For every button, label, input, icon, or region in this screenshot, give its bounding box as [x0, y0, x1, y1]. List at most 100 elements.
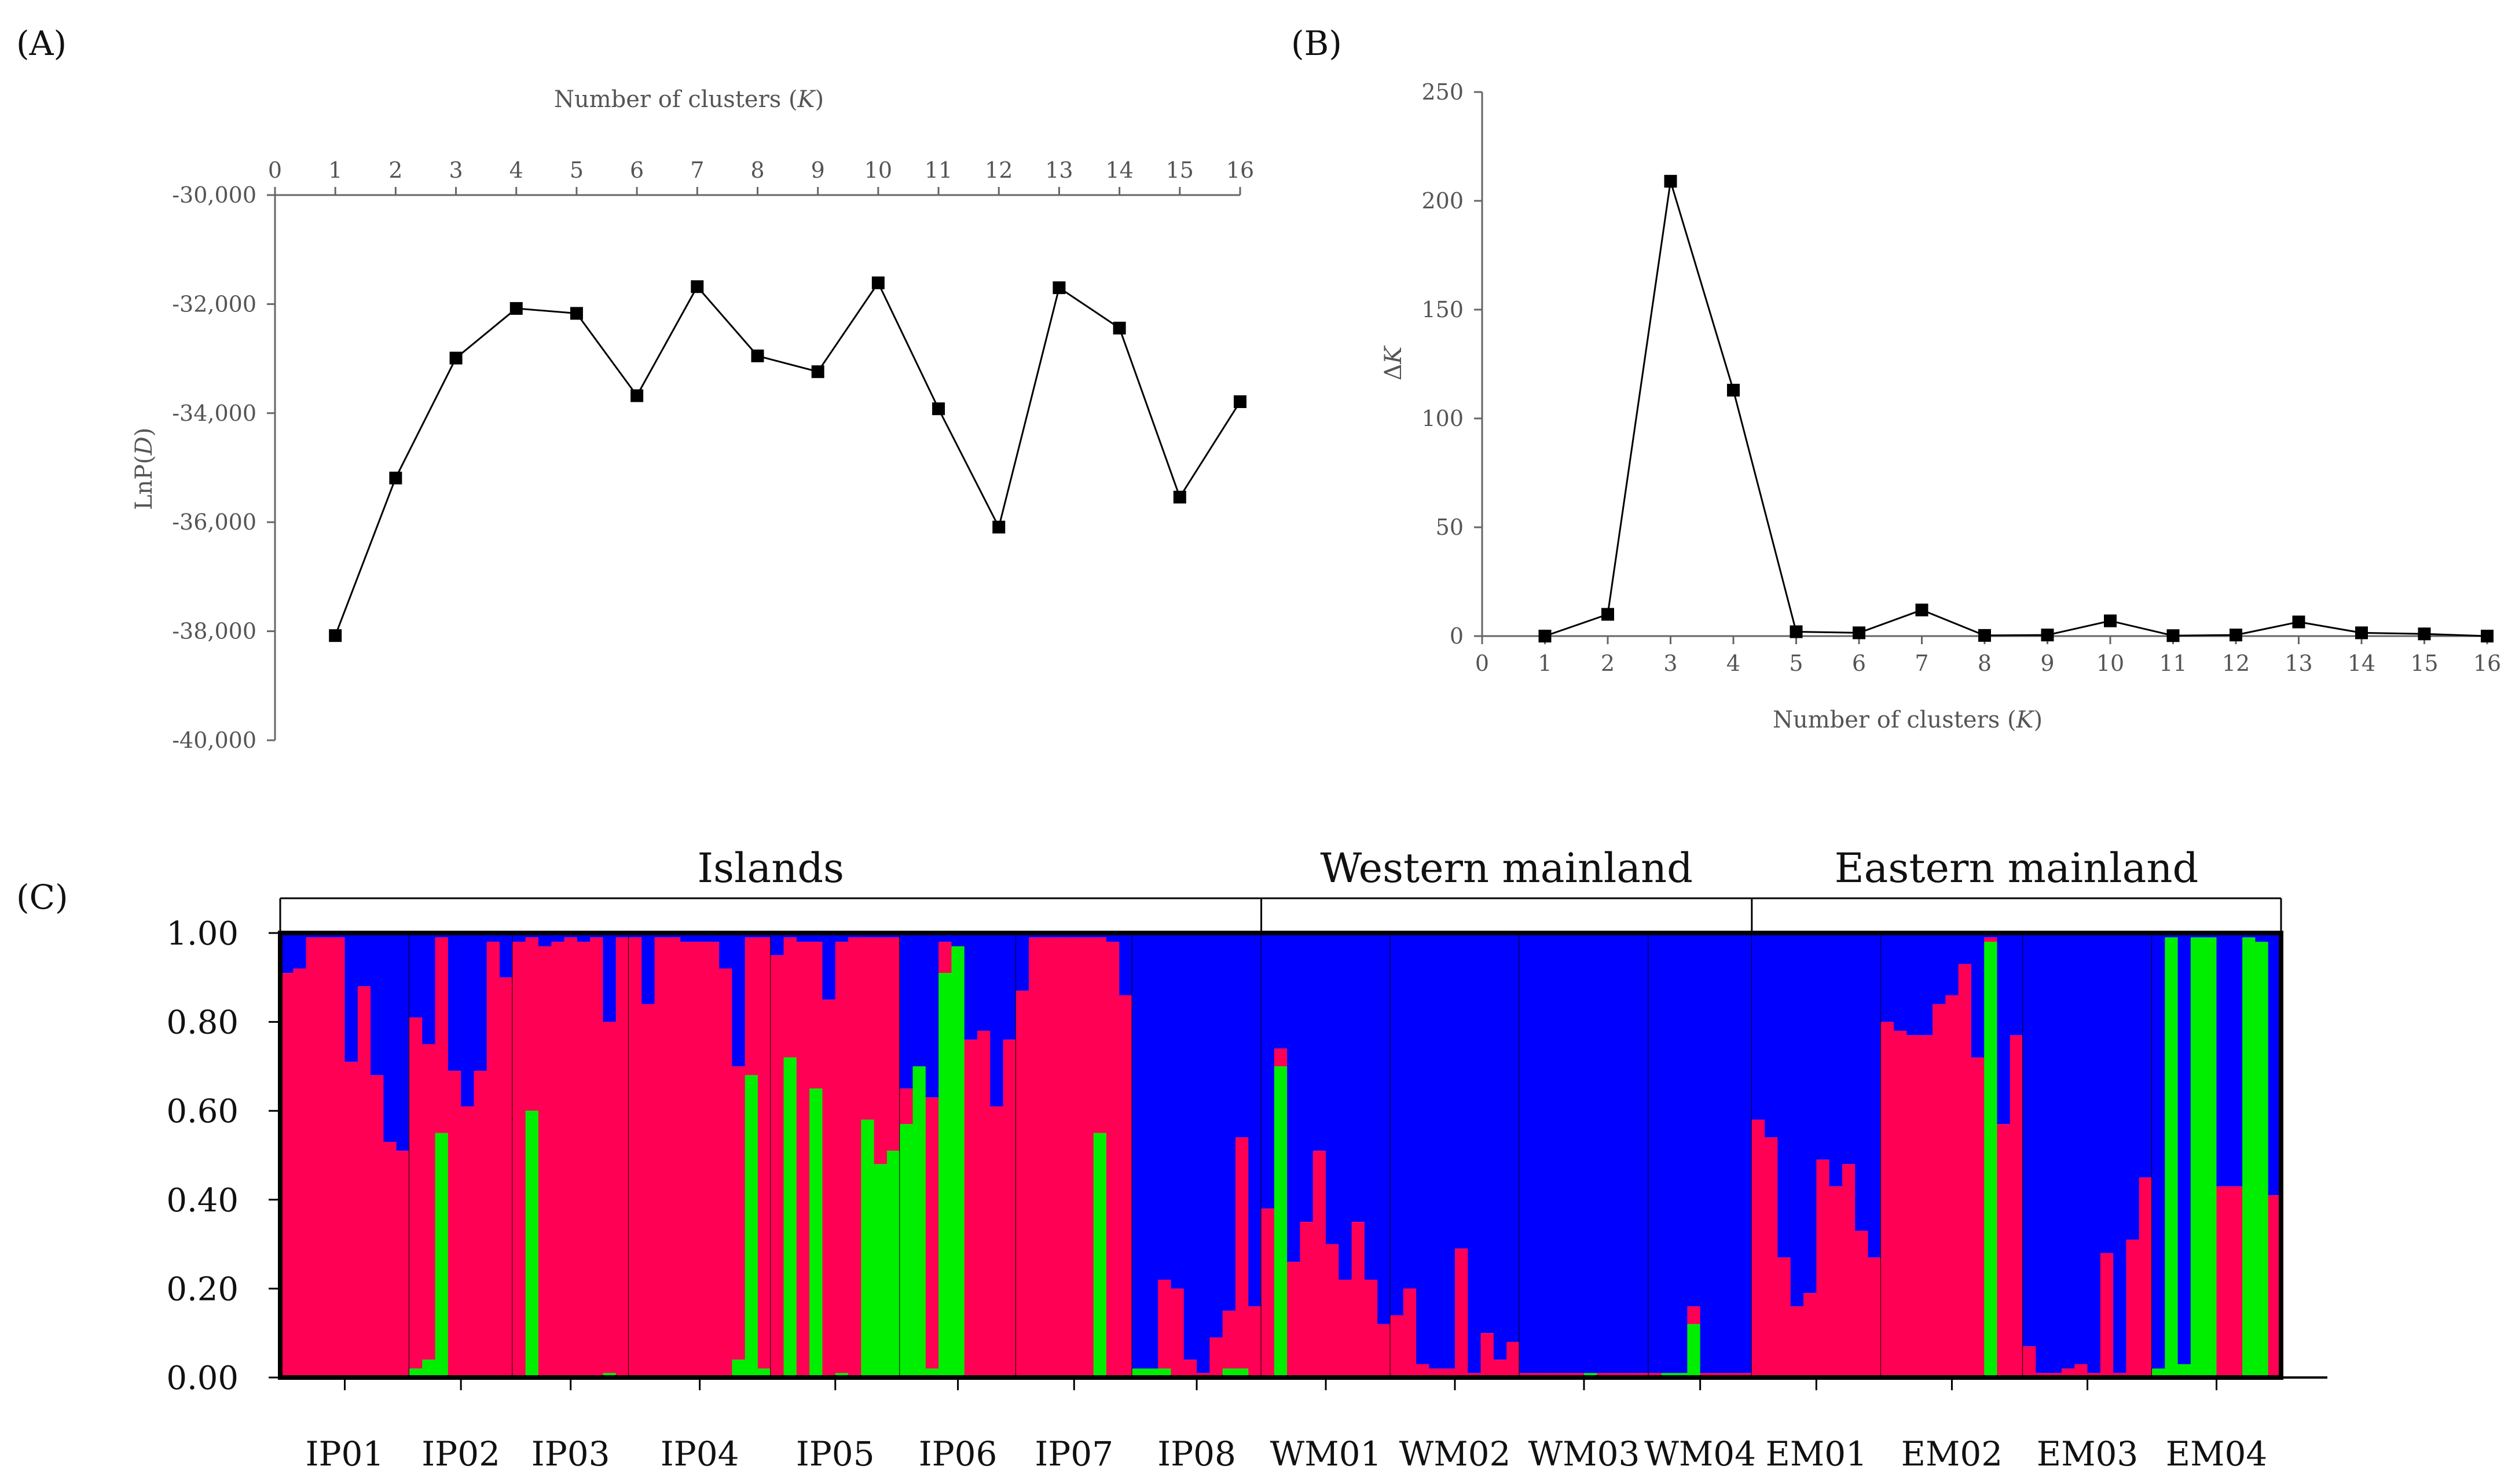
structure-y-tick-label: 0.00	[166, 1360, 239, 1397]
structure-bar-pink	[886, 937, 900, 1151]
structure-bar-blue	[1326, 933, 1339, 1244]
panel-b-data-point	[1538, 630, 1552, 642]
structure-bar-blue	[900, 933, 914, 1089]
panel-a-x-tick-label: 0	[268, 157, 282, 183]
structure-bar-blue	[925, 933, 939, 1098]
panel-a-data-point	[1173, 490, 1186, 504]
population-label: IP01	[306, 1434, 384, 1474]
structure-bar-blue	[538, 933, 552, 947]
structure-bar-blue	[280, 933, 294, 974]
structure-bar-pink	[2139, 1177, 2153, 1378]
structure-bar-pink	[1765, 1137, 1779, 1378]
structure-bar-blue	[1583, 933, 1597, 1373]
population-label: IP08	[1157, 1434, 1236, 1474]
structure-bar-blue	[1377, 933, 1391, 1324]
panel-a-y-tick-label: -30,000	[172, 182, 256, 208]
structure-bar-blue	[1287, 933, 1301, 1262]
structure-bar-blue	[719, 933, 732, 969]
structure-bar-pink	[1687, 1306, 1701, 1324]
structure-bar-blue	[1571, 933, 1585, 1373]
structure-bar-blue	[1274, 933, 1288, 1049]
population-label: WM02	[1399, 1434, 1511, 1474]
structure-bar-blue	[1777, 933, 1791, 1258]
region-label: Islands	[698, 844, 845, 892]
structure-bar-blue	[1403, 933, 1417, 1289]
structure-bar-pink	[293, 968, 307, 1378]
structure-bar-blue	[396, 933, 410, 1151]
structure-bar-pink	[2100, 1252, 2114, 1378]
panel-a-data-point	[1234, 395, 1246, 409]
structure-bar-green	[732, 1360, 746, 1378]
structure-bar-pink	[1997, 1124, 2011, 1378]
structure-bar-blue	[641, 933, 655, 1004]
structure-bar-pink	[1339, 1280, 1352, 1378]
structure-bar-blue	[1416, 933, 1430, 1364]
structure-bar-green	[861, 1119, 875, 1378]
structure-bar-pink	[1054, 937, 1068, 1378]
panel-a-x-tick-label: 10	[864, 157, 892, 183]
structure-bar-blue	[1687, 933, 1701, 1307]
structure-bar-blue	[1609, 933, 1623, 1373]
structure-bar-pink	[590, 937, 604, 1378]
panel-b-data-point	[2418, 627, 2431, 641]
structure-bar-blue	[422, 933, 436, 1044]
structure-bar-pink	[448, 1071, 461, 1378]
structure-bar-pink	[1493, 1360, 1507, 1378]
structure-bar-pink	[1274, 1048, 1288, 1067]
structure-bar-pink	[2229, 1186, 2243, 1378]
structure-bar-pink	[990, 1106, 1004, 1378]
structure-bar-blue	[1880, 933, 1894, 1022]
structure-bar-pink	[1416, 1364, 1430, 1378]
structure-bar-blue	[2087, 933, 2101, 1373]
structure-bar-pink	[1480, 1333, 1494, 1378]
panel-b-x-tick-label: 15	[2410, 651, 2438, 676]
structure-bar-blue	[383, 933, 397, 1142]
panel-a-x-tick-label: 1	[328, 157, 342, 183]
structure-bar-blue	[964, 933, 978, 1040]
structure-bar-blue	[1842, 933, 1856, 1165]
structure-bar-pink	[1790, 1306, 1804, 1378]
structure-bar-pink	[344, 1061, 358, 1378]
structure-bar-pink	[2023, 1346, 2036, 1378]
panel-b-x-tick-label: 4	[1726, 651, 1740, 676]
panel-b-x-tick-label: 6	[1852, 651, 1866, 676]
structure-bar-pink	[1971, 1057, 1985, 1378]
structure-bar-pink	[848, 937, 861, 1378]
structure-bar-blue	[2023, 933, 2036, 1347]
structure-bar-blue	[1597, 933, 1611, 1373]
population-label: WM03	[1528, 1434, 1640, 1474]
panel-b-data-point	[1978, 629, 1991, 642]
structure-bar-pink	[641, 1004, 655, 1378]
panel-b-x-tick-label: 8	[1978, 651, 1992, 676]
structure-bar-blue	[1971, 933, 1985, 1058]
panel-a-y-tick-label: -40,000	[172, 728, 256, 753]
structure-bar-pink	[822, 1000, 836, 1378]
structure-bar-blue	[2126, 933, 2140, 1240]
structure-bar-green	[525, 1111, 539, 1378]
structure-bar-blue	[1532, 933, 1546, 1373]
structure-bar-blue	[1235, 933, 1249, 1138]
structure-bar-blue	[1803, 933, 1817, 1294]
structure-bar-green	[1274, 1066, 1288, 1378]
structure-bar-pink	[435, 937, 449, 1133]
structure-bar-blue	[1429, 933, 1443, 1369]
panel-a-x-tick-label: 13	[1045, 157, 1073, 183]
structure-bar-blue	[2048, 933, 2062, 1373]
panel-a-x-axis-title: Number of clusters (K)	[554, 86, 824, 113]
structure-bar-pink	[577, 942, 591, 1378]
structure-bar-pink	[1984, 937, 1998, 942]
structure-bar-pink	[1106, 942, 1120, 1378]
structure-bar-pink	[1364, 1280, 1378, 1378]
structure-bar-pink	[1068, 937, 1081, 1378]
panel-a-y-tick-label: -32,000	[172, 291, 256, 317]
structure-bar-pink	[1287, 1262, 1301, 1378]
structure-bar-blue	[1015, 933, 1029, 991]
panel-a-data-point	[932, 402, 945, 416]
structure-bar-blue	[1919, 933, 1933, 1035]
population-label: EM03	[2037, 1434, 2139, 1474]
structure-bar-pink	[1868, 1257, 1882, 1378]
panel-b-y-tick-label: 0	[1450, 623, 1464, 649]
panel-b-x-tick-label: 14	[2348, 651, 2375, 676]
